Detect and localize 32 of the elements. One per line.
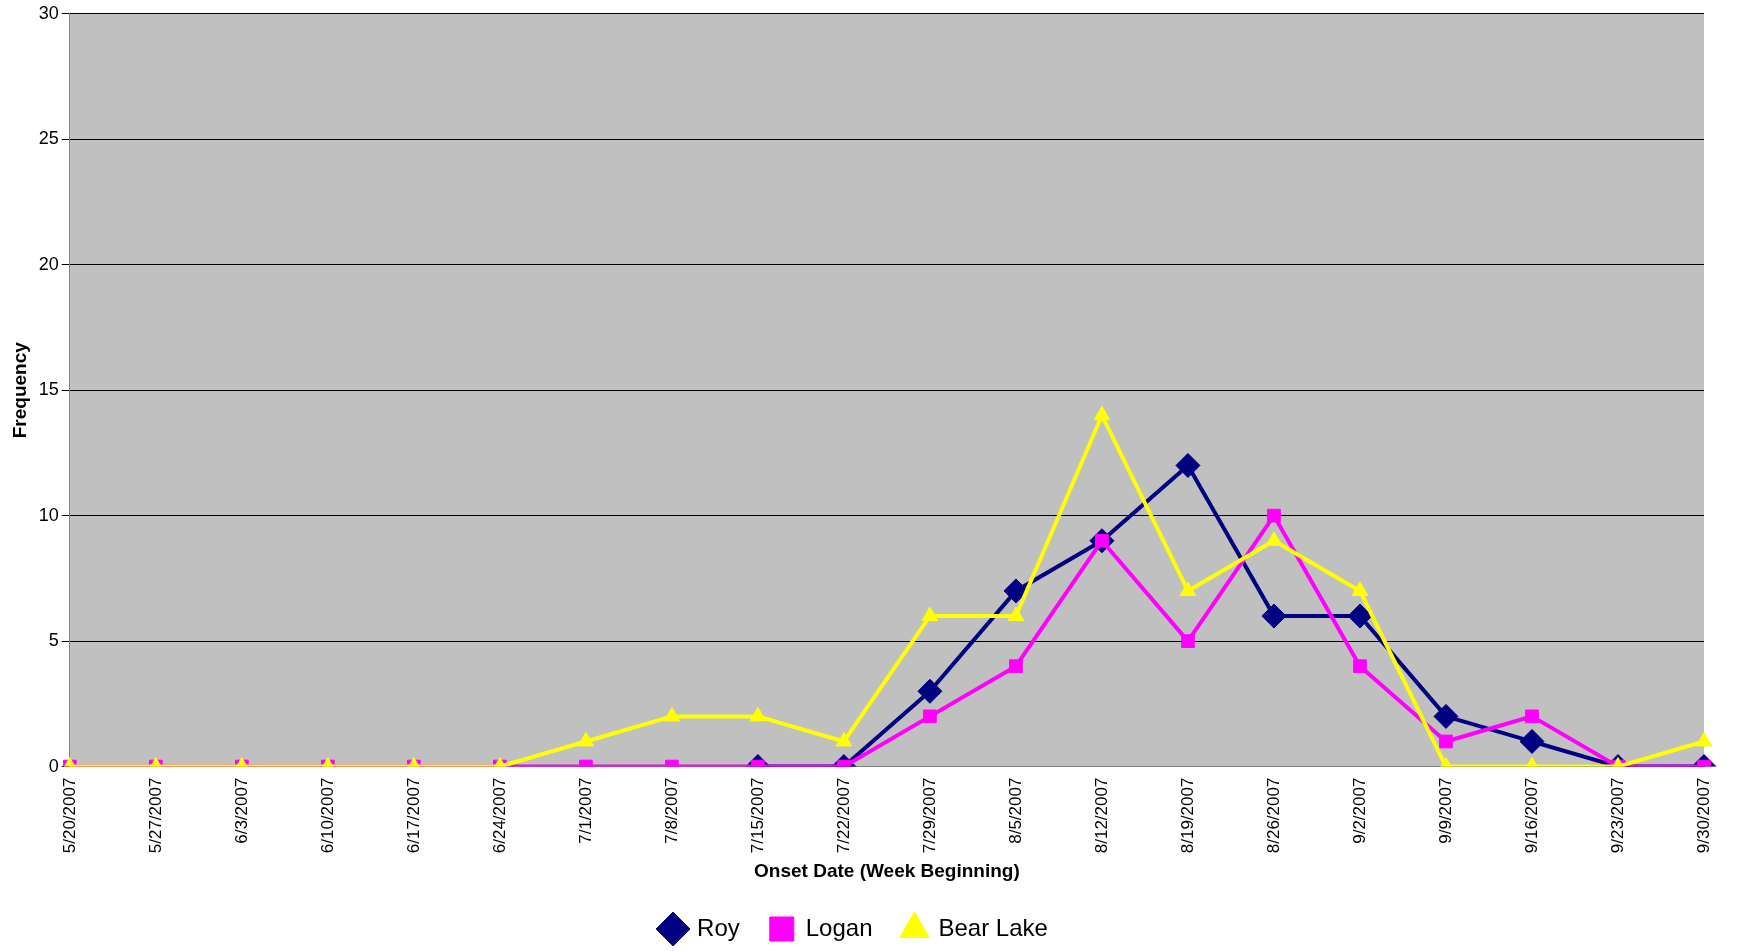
x-tick-label: 6/10/2007 [317, 777, 337, 854]
x-tick-label: 9/2/2007 [1349, 777, 1369, 844]
x-tick-label: 6/3/2007 [231, 777, 251, 844]
legend-label: Roy [697, 913, 740, 941]
x-tick-label: 7/22/2007 [833, 777, 853, 854]
x-tick-label: 6/24/2007 [489, 777, 509, 854]
x-tick-label: 8/19/2007 [1177, 777, 1197, 854]
x-tick-label: 9/30/2007 [1693, 777, 1713, 854]
y-tick-label: 10 [38, 504, 59, 525]
y-tick-label: 15 [38, 379, 59, 400]
x-tick-label: 7/1/2007 [575, 777, 595, 844]
x-tick-label: 5/20/2007 [59, 777, 79, 854]
y-tick-label: 0 [48, 755, 59, 776]
y-tick-label: 20 [38, 253, 59, 274]
x-tick-label: 5/27/2007 [145, 777, 165, 854]
x-tick-label: 9/16/2007 [1521, 777, 1541, 854]
y-tick-label: 25 [38, 128, 59, 149]
x-tick-label: 8/12/2007 [1091, 777, 1111, 854]
y-tick-label: 5 [48, 630, 59, 651]
legend-label: Logan [805, 913, 873, 941]
x-tick-label: 6/17/2007 [403, 777, 423, 854]
x-tick-label: 8/5/2007 [1005, 777, 1025, 844]
y-axis-title: Frequency [8, 341, 30, 439]
x-tick-label: 9/23/2007 [1607, 777, 1627, 854]
x-axis-title: Onset Date (Week Beginning) [754, 859, 1020, 881]
legend-label: Bear Lake [938, 913, 1048, 941]
x-tick-label: 8/26/2007 [1263, 777, 1283, 854]
x-tick-label: 7/29/2007 [919, 777, 939, 854]
x-tick-label: 9/9/2007 [1435, 777, 1455, 844]
x-tick-label: 7/15/2007 [747, 777, 767, 854]
y-tick-label: 30 [38, 2, 59, 23]
x-tick-label: 7/8/2007 [661, 777, 681, 844]
